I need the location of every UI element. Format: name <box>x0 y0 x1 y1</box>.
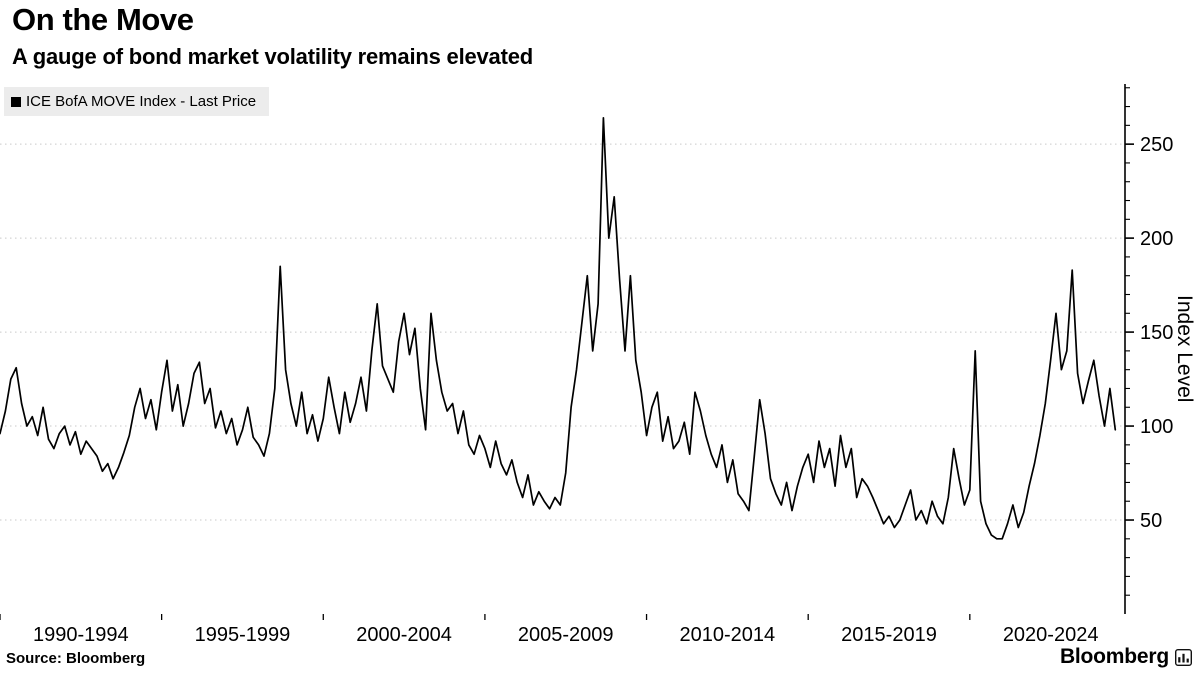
legend-marker-icon <box>11 96 21 107</box>
svg-text:50: 50 <box>1140 510 1162 532</box>
series-line <box>0 116 1117 540</box>
svg-text:1990-1994: 1990-1994 <box>33 624 129 646</box>
y-axis <box>1124 84 1134 614</box>
svg-text:2020-2024: 2020-2024 <box>1003 624 1099 646</box>
svg-text:1995-1999: 1995-1999 <box>195 624 291 646</box>
svg-text:250: 250 <box>1140 134 1173 156</box>
x-tick-labels: 1990-1994 1995-1999 2000-2004 2005-2009 2010… <box>33 624 1098 646</box>
legend: ICE BofA MOVE Index - Last Price <box>4 87 270 116</box>
svg-text:100: 100 <box>1140 416 1173 438</box>
bloomberg-chart-icon <box>1175 648 1192 666</box>
svg-text:2015-2019: 2015-2019 <box>841 624 937 646</box>
chart-subtitle: A gauge of bond market volatility remain… <box>12 44 533 69</box>
svg-text:2010-2014: 2010-2014 <box>680 624 776 646</box>
svg-text:200: 200 <box>1140 228 1173 250</box>
bloomberg-wordmark: Bloomberg <box>1059 645 1169 668</box>
chart-plot: 50 100 150 200 250 1990-1994 1995-1999 2000-200… <box>0 84 1173 646</box>
y-tick-labels: 50 100 150 200 250 <box>1140 134 1173 532</box>
chart-title: On the Move <box>12 2 194 37</box>
bloomberg-logo: Bloomberg <box>1060 645 1192 669</box>
svg-text:2005-2009: 2005-2009 <box>518 624 614 646</box>
svg-text:150: 150 <box>1140 322 1173 344</box>
legend-label: ICE BofA MOVE Index - Last Price <box>26 93 257 110</box>
y-axis-title: Index Level <box>1173 295 1196 403</box>
svg-text:2000-2004: 2000-2004 <box>356 624 452 646</box>
x-axis-ticks <box>0 614 971 620</box>
source-note: Source: Bloomberg <box>6 650 146 667</box>
